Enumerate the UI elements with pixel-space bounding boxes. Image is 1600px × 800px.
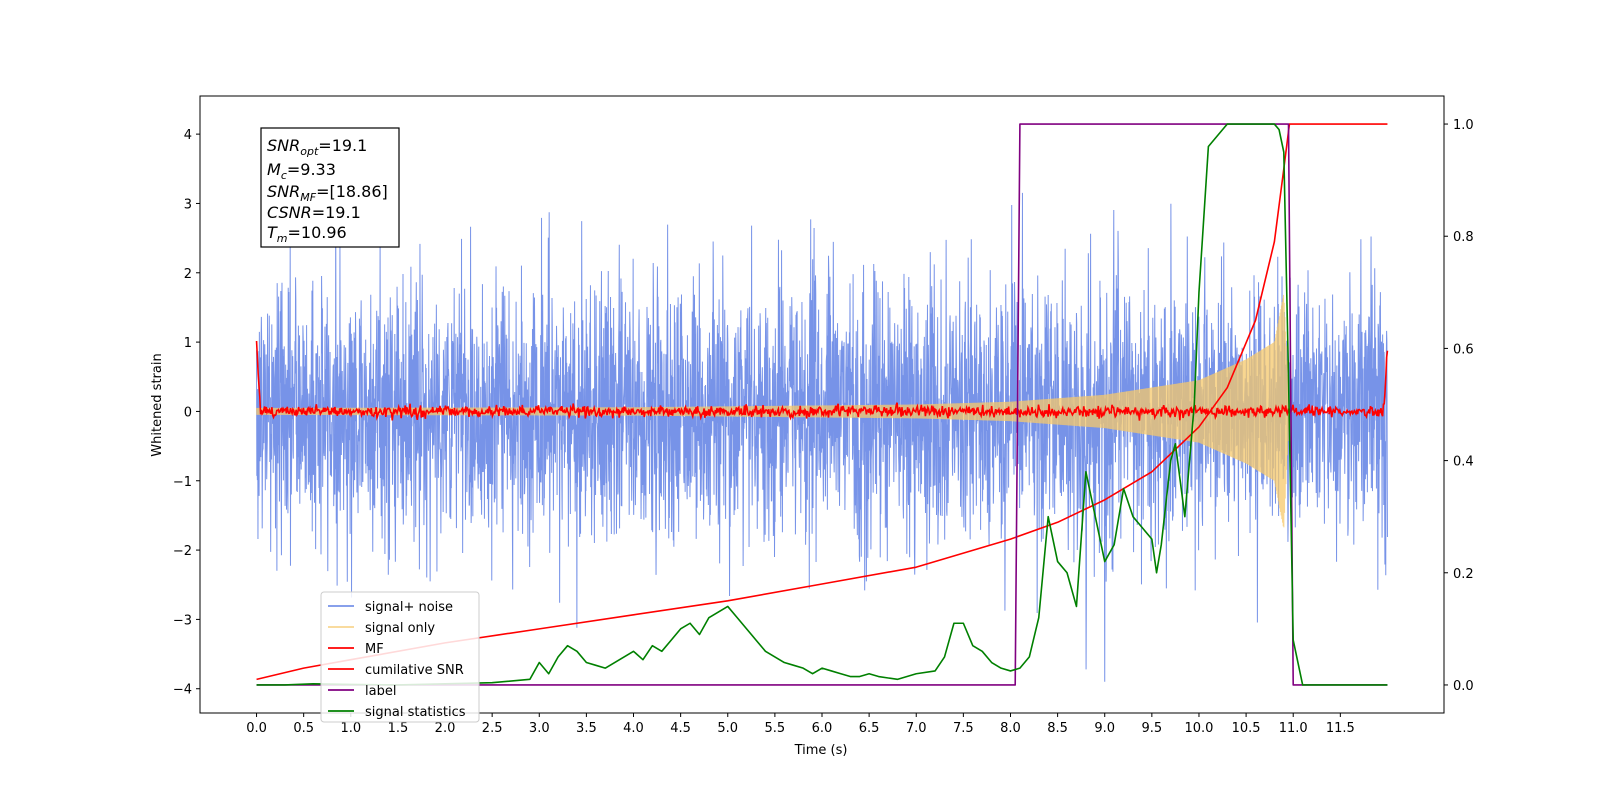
x-tick-label: 5.0 — [717, 721, 738, 736]
y-right-tick-label: 1.0 — [1453, 118, 1474, 133]
y-right-tick-label: 0.4 — [1453, 455, 1474, 470]
x-tick-label: 3.0 — [529, 721, 550, 736]
legend-label: label — [365, 684, 396, 699]
x-tick-label: 2.5 — [482, 721, 503, 736]
legend-label: signal only — [365, 621, 435, 636]
x-tick-label: 4.0 — [623, 721, 644, 736]
y-axis-right: 1.0 0.8 0.6 0.4 0.2 0.0 — [1444, 118, 1474, 694]
x-axis: 0.0 0.5 1.0 1.5 2.0 2.5 3.0 3.5 4.0 4.5 5.0 5.5 6.0 6… — [246, 713, 1355, 736]
series-signal-only — [256, 294, 1294, 528]
y-right-tick-label: 0.2 — [1453, 567, 1474, 582]
x-tick-label: 7.0 — [906, 721, 927, 736]
x-tick-label: 3.5 — [576, 721, 597, 736]
y-right-tick-label: 0.0 — [1453, 679, 1474, 694]
x-tick-label: 9.0 — [1094, 721, 1115, 736]
x-tick-label: 6.0 — [812, 721, 833, 736]
y-right-tick-label: 0.8 — [1453, 230, 1474, 245]
x-tick-label: 10.0 — [1184, 721, 1213, 736]
y-tick-label: −3 — [173, 613, 192, 628]
y-tick-label: −4 — [173, 683, 192, 698]
annotation-line: Tm=10.96 — [267, 223, 347, 245]
annotation-line: SNRopt=19.1 — [267, 136, 367, 158]
y-axis-label: Whitened strain — [150, 353, 165, 456]
annotation-line: SNRMF=[18.86] — [267, 182, 388, 204]
x-tick-label: 10.5 — [1232, 721, 1261, 736]
x-tick-label: 1.5 — [388, 721, 409, 736]
y-tick-label: −2 — [173, 544, 192, 559]
x-tick-label: 8.5 — [1047, 721, 1068, 736]
y-tick-label: 0 — [184, 405, 192, 420]
x-tick-label: 5.5 — [765, 721, 786, 736]
x-axis-label: Time (s) — [794, 743, 848, 758]
y-tick-label: −1 — [173, 475, 192, 490]
legend: signal+ noise signal only MF cumilative SNR… — [320, 591, 480, 723]
legend-label: signal+ noise — [365, 600, 453, 615]
y-tick-label: 1 — [184, 336, 192, 351]
y-tick-label: 2 — [184, 267, 192, 282]
x-tick-label: 4.5 — [670, 721, 691, 736]
x-tick-label: 9.5 — [1142, 721, 1163, 736]
y-tick-label: 3 — [184, 197, 192, 212]
series-signal-statistics — [256, 123, 1388, 686]
x-tick-label: 11.5 — [1326, 721, 1355, 736]
y-axis-left: 4 3 2 1 0 −1 −2 −3 −4 — [173, 128, 200, 698]
annotation-line: CSNR=19.1 — [267, 203, 361, 222]
legend-frame — [320, 591, 480, 723]
series-signal-noise — [256, 192, 1388, 682]
x-tick-label: 6.5 — [859, 721, 880, 736]
x-tick-label: 0.5 — [293, 721, 314, 736]
annotation-frame — [260, 127, 400, 248]
x-tick-label: 8.0 — [1000, 721, 1021, 736]
x-tick-label: 7.5 — [953, 721, 974, 736]
y-tick-label: 4 — [184, 128, 192, 143]
legend-label: cumilative SNR — [365, 663, 464, 678]
annotation-line: Mc=9.33 — [267, 160, 336, 182]
legend-label: signal statistics — [365, 705, 466, 720]
y-right-tick-label: 0.6 — [1453, 342, 1474, 357]
x-tick-label: 0.0 — [246, 721, 267, 736]
x-tick-label: 2.0 — [435, 721, 456, 736]
x-tick-label: 1.0 — [340, 721, 361, 736]
x-tick-label: 11.0 — [1279, 721, 1308, 736]
annotation-box: SNRopt=19.1Mc=9.33SNRMF=[18.86]CSNR=19.1… — [260, 127, 400, 248]
series-mf — [255, 340, 1389, 421]
legend-label: MF — [365, 642, 384, 657]
